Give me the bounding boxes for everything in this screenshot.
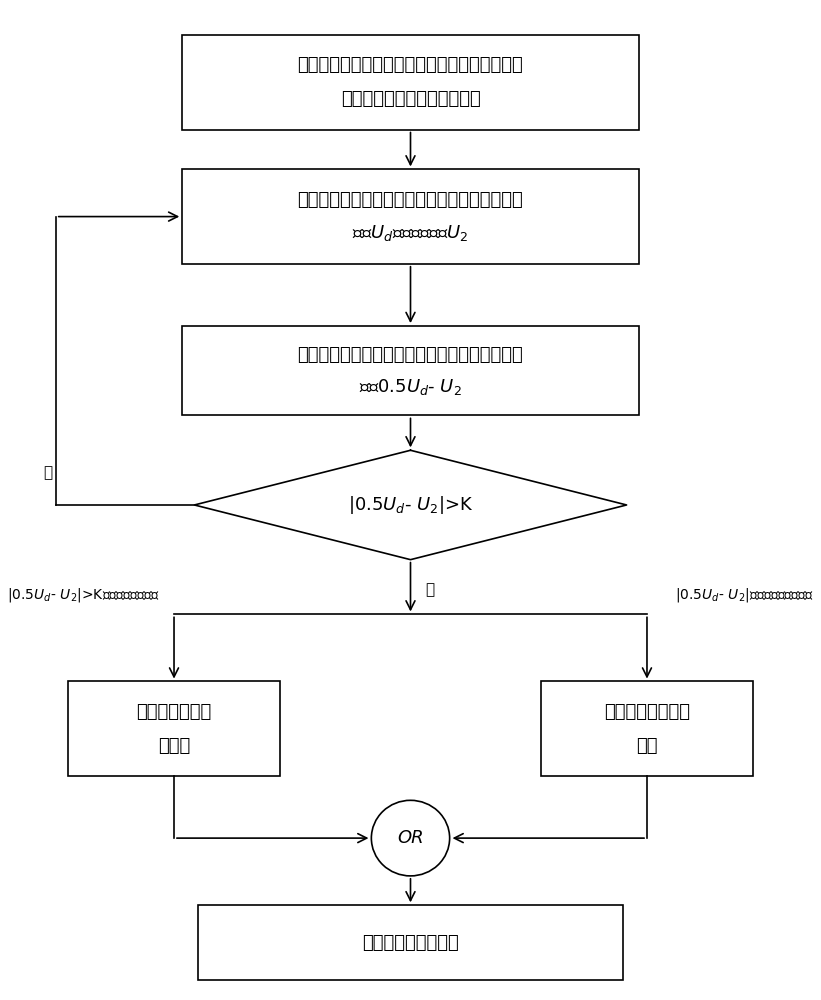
Text: |0.5$U_d$- $U_2$|为满足条件脉冲信号: |0.5$U_d$- $U_2$|为满足条件脉冲信号 xyxy=(675,586,814,604)
Text: 中间直流回路接: 中间直流回路接 xyxy=(136,703,212,721)
Ellipse shape xyxy=(371,800,450,876)
Bar xyxy=(199,905,622,980)
Text: 是: 是 xyxy=(425,582,434,597)
Bar xyxy=(182,169,639,264)
Text: |0.5$U_d$- $U_2$|>K: |0.5$U_d$- $U_2$|>K xyxy=(348,494,473,516)
Text: 否: 否 xyxy=(43,465,53,480)
Text: |0.5$U_d$- $U_2$|>K持续超过时间阙値: |0.5$U_d$- $U_2$|>K持续超过时间阙値 xyxy=(7,586,160,604)
Text: 计算全电压信号的一半与半电压信号之间的差値: 计算全电压信号的一半与半电压信号之间的差値 xyxy=(298,346,523,364)
Bar xyxy=(68,681,280,776)
Text: 电阱之间设置一个中间接地点: 电阱之间设置一个中间接地点 xyxy=(341,90,480,108)
Text: 分别实时检测预设时长内中间直流回路的全电压: 分别实时检测预设时长内中间直流回路的全电压 xyxy=(298,191,523,209)
Bar xyxy=(182,35,639,130)
Text: OR: OR xyxy=(397,829,424,847)
Text: 主回路发生接地故障: 主回路发生接地故障 xyxy=(362,934,459,952)
Text: 地故障: 地故障 xyxy=(158,737,190,755)
Text: 输入或输出侧接地: 输入或输出侧接地 xyxy=(604,703,690,721)
Bar xyxy=(182,326,639,415)
Text: 在中间直流回路中并联设置分压电路，两个分压: 在中间直流回路中并联设置分压电路，两个分压 xyxy=(298,56,523,74)
Text: 故障: 故障 xyxy=(636,737,658,755)
Bar xyxy=(541,681,753,776)
Text: 信号$U_d$、半电压信号$U_2$: 信号$U_d$、半电压信号$U_2$ xyxy=(352,223,469,243)
Text: 信号0.5$U_d$- $U_2$: 信号0.5$U_d$- $U_2$ xyxy=(359,377,462,397)
